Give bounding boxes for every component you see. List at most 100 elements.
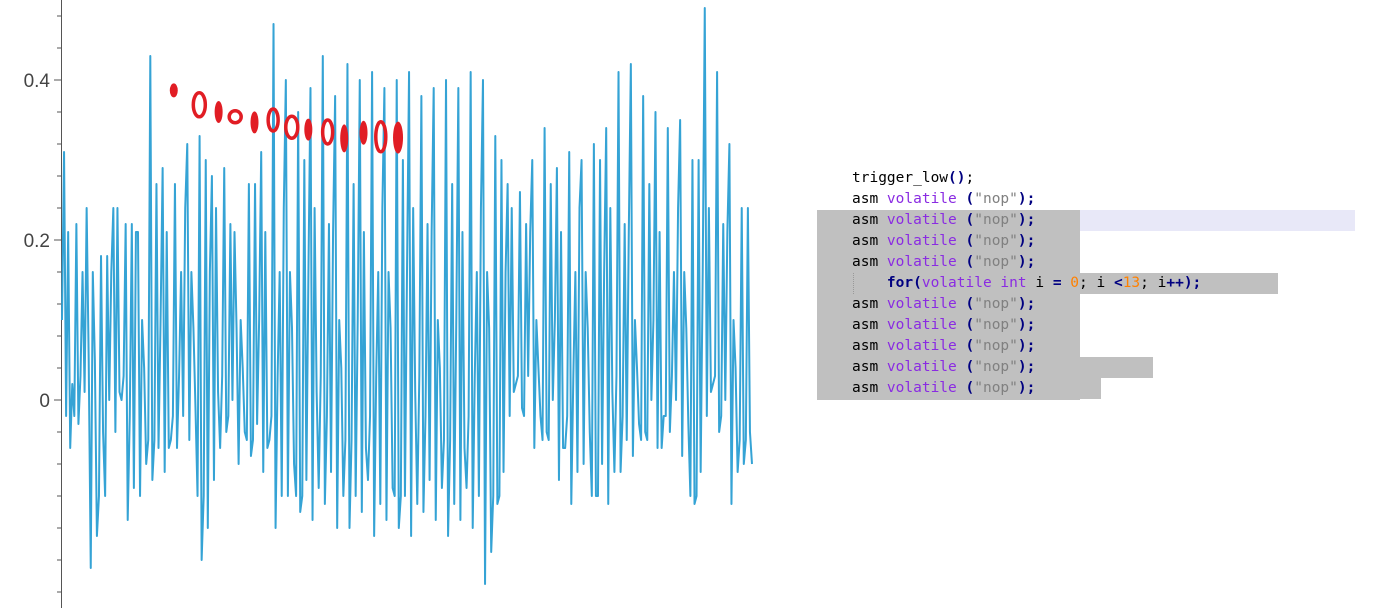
code-token: ( [956, 338, 975, 354]
code-token: ); [1017, 359, 1036, 375]
code-token: volatile [886, 191, 957, 207]
peak-marker [250, 111, 259, 134]
peak-marker [320, 118, 335, 146]
code-snippet: trigger_low(); asm volatile ("nop"); asm v… [817, 168, 1362, 403]
code-token: asm [852, 212, 887, 228]
code-token: volatile [886, 212, 957, 228]
code-token: i [1026, 275, 1053, 291]
code-line: asm volatile ("nop"); [852, 336, 1035, 357]
code-token: asm [852, 317, 887, 333]
code-token: "nop" [974, 233, 1018, 249]
code-token: volatile [886, 296, 957, 312]
power-trace [61, 7, 753, 585]
code-token: trigger_low [852, 170, 949, 186]
code-token: "nop" [974, 296, 1018, 312]
peak-markers [169, 83, 404, 154]
selection-block-for [1080, 273, 1278, 294]
peak-marker [214, 101, 223, 123]
peak-marker [340, 124, 349, 153]
code-token: 0 [1070, 275, 1080, 291]
code-token: ); [1017, 296, 1036, 312]
peak-marker [191, 91, 208, 119]
current-line-highlight [1080, 210, 1355, 231]
trace-chart: 0.4 0.2 0 [24, 0, 753, 608]
code-line: asm volatile ("nop"); [852, 378, 1035, 399]
indent-guide [853, 273, 855, 294]
code-token: "nop" [974, 191, 1018, 207]
code-line: asm volatile ("nop"); [852, 210, 1035, 231]
code-token: volatile [886, 254, 957, 270]
code-token: asm [852, 359, 887, 375]
code-token [1062, 275, 1071, 291]
y-tick-label: 0.4 [24, 71, 51, 92]
code-token: ; i [1079, 275, 1114, 291]
code-token: ); [1017, 338, 1036, 354]
code-token: ); [1017, 254, 1036, 270]
code-token: ; [965, 170, 975, 186]
code-token: "nop" [974, 317, 1018, 333]
code-token: asm [852, 296, 887, 312]
code-token: < [1113, 275, 1123, 291]
code-token: ( [956, 212, 975, 228]
code-token: asm [852, 380, 887, 396]
y-tick-label: 0.2 [24, 231, 50, 252]
peak-marker [169, 83, 178, 98]
selection-block-tail-1 [1080, 357, 1153, 378]
code-line: asm volatile ("nop"); [852, 252, 1035, 273]
code-token: "nop" [974, 380, 1018, 396]
code-token: ( [956, 380, 975, 396]
trace-line [61, 7, 753, 585]
code-token: ); [1017, 380, 1036, 396]
peak-marker [393, 121, 404, 154]
code-token: "nop" [974, 359, 1018, 375]
code-token: ( [956, 191, 975, 207]
code-token: ); [1017, 191, 1036, 207]
code-token: ); [1183, 275, 1202, 291]
code-token: ( [956, 296, 975, 312]
code-token: 13 [1122, 275, 1141, 291]
code-line: asm volatile ("nop"); [852, 294, 1035, 315]
selection-block-tail-2 [1080, 378, 1101, 399]
peak-marker [304, 118, 313, 141]
code-token: "nop" [974, 254, 1018, 270]
code-token: "nop" [974, 338, 1018, 354]
code-token: ( [956, 233, 975, 249]
code-token: ++ [1166, 275, 1184, 291]
code-token: volatile [886, 338, 957, 354]
y-major-ticks: 0.4 0.2 0 [24, 71, 62, 412]
code-token: ); [1017, 212, 1036, 228]
code-line: asm volatile ("nop"); [852, 357, 1035, 378]
peak-marker [374, 120, 388, 154]
code-token: () [948, 170, 966, 186]
code-token: ( [956, 254, 975, 270]
peak-marker [227, 109, 243, 125]
peak-marker [359, 120, 368, 145]
code-token: volatile [886, 380, 957, 396]
code-line: asm volatile ("nop"); [852, 315, 1035, 336]
code-line: asm volatile ("nop"); [852, 231, 1035, 252]
code-token: for [886, 275, 914, 291]
code-line: trigger_low(); [852, 168, 974, 189]
code-token: ( [913, 275, 922, 291]
code-line: for(volatile int i = 0; i <13; i++); [852, 273, 1201, 294]
code-token: asm [852, 191, 887, 207]
code-token: asm [852, 338, 887, 354]
code-token [852, 275, 887, 291]
code-token: ); [1017, 317, 1036, 333]
code-token: volatile int [921, 275, 1027, 291]
peak-marker [284, 114, 300, 140]
selection-block-main [817, 210, 1080, 400]
code-token: ; i [1140, 275, 1167, 291]
code-token: asm [852, 254, 887, 270]
code-token: ); [1017, 233, 1036, 249]
code-token: volatile [886, 317, 957, 333]
code-line: asm volatile ("nop"); [852, 189, 1035, 210]
code-token: = [1052, 275, 1062, 291]
code-token: ( [956, 317, 975, 333]
code-token: ( [956, 359, 975, 375]
code-token: asm [852, 233, 887, 249]
peak-marker [266, 107, 280, 133]
code-token: "nop" [974, 212, 1018, 228]
y-tick-label: 0 [39, 391, 50, 412]
code-token: volatile [886, 359, 957, 375]
